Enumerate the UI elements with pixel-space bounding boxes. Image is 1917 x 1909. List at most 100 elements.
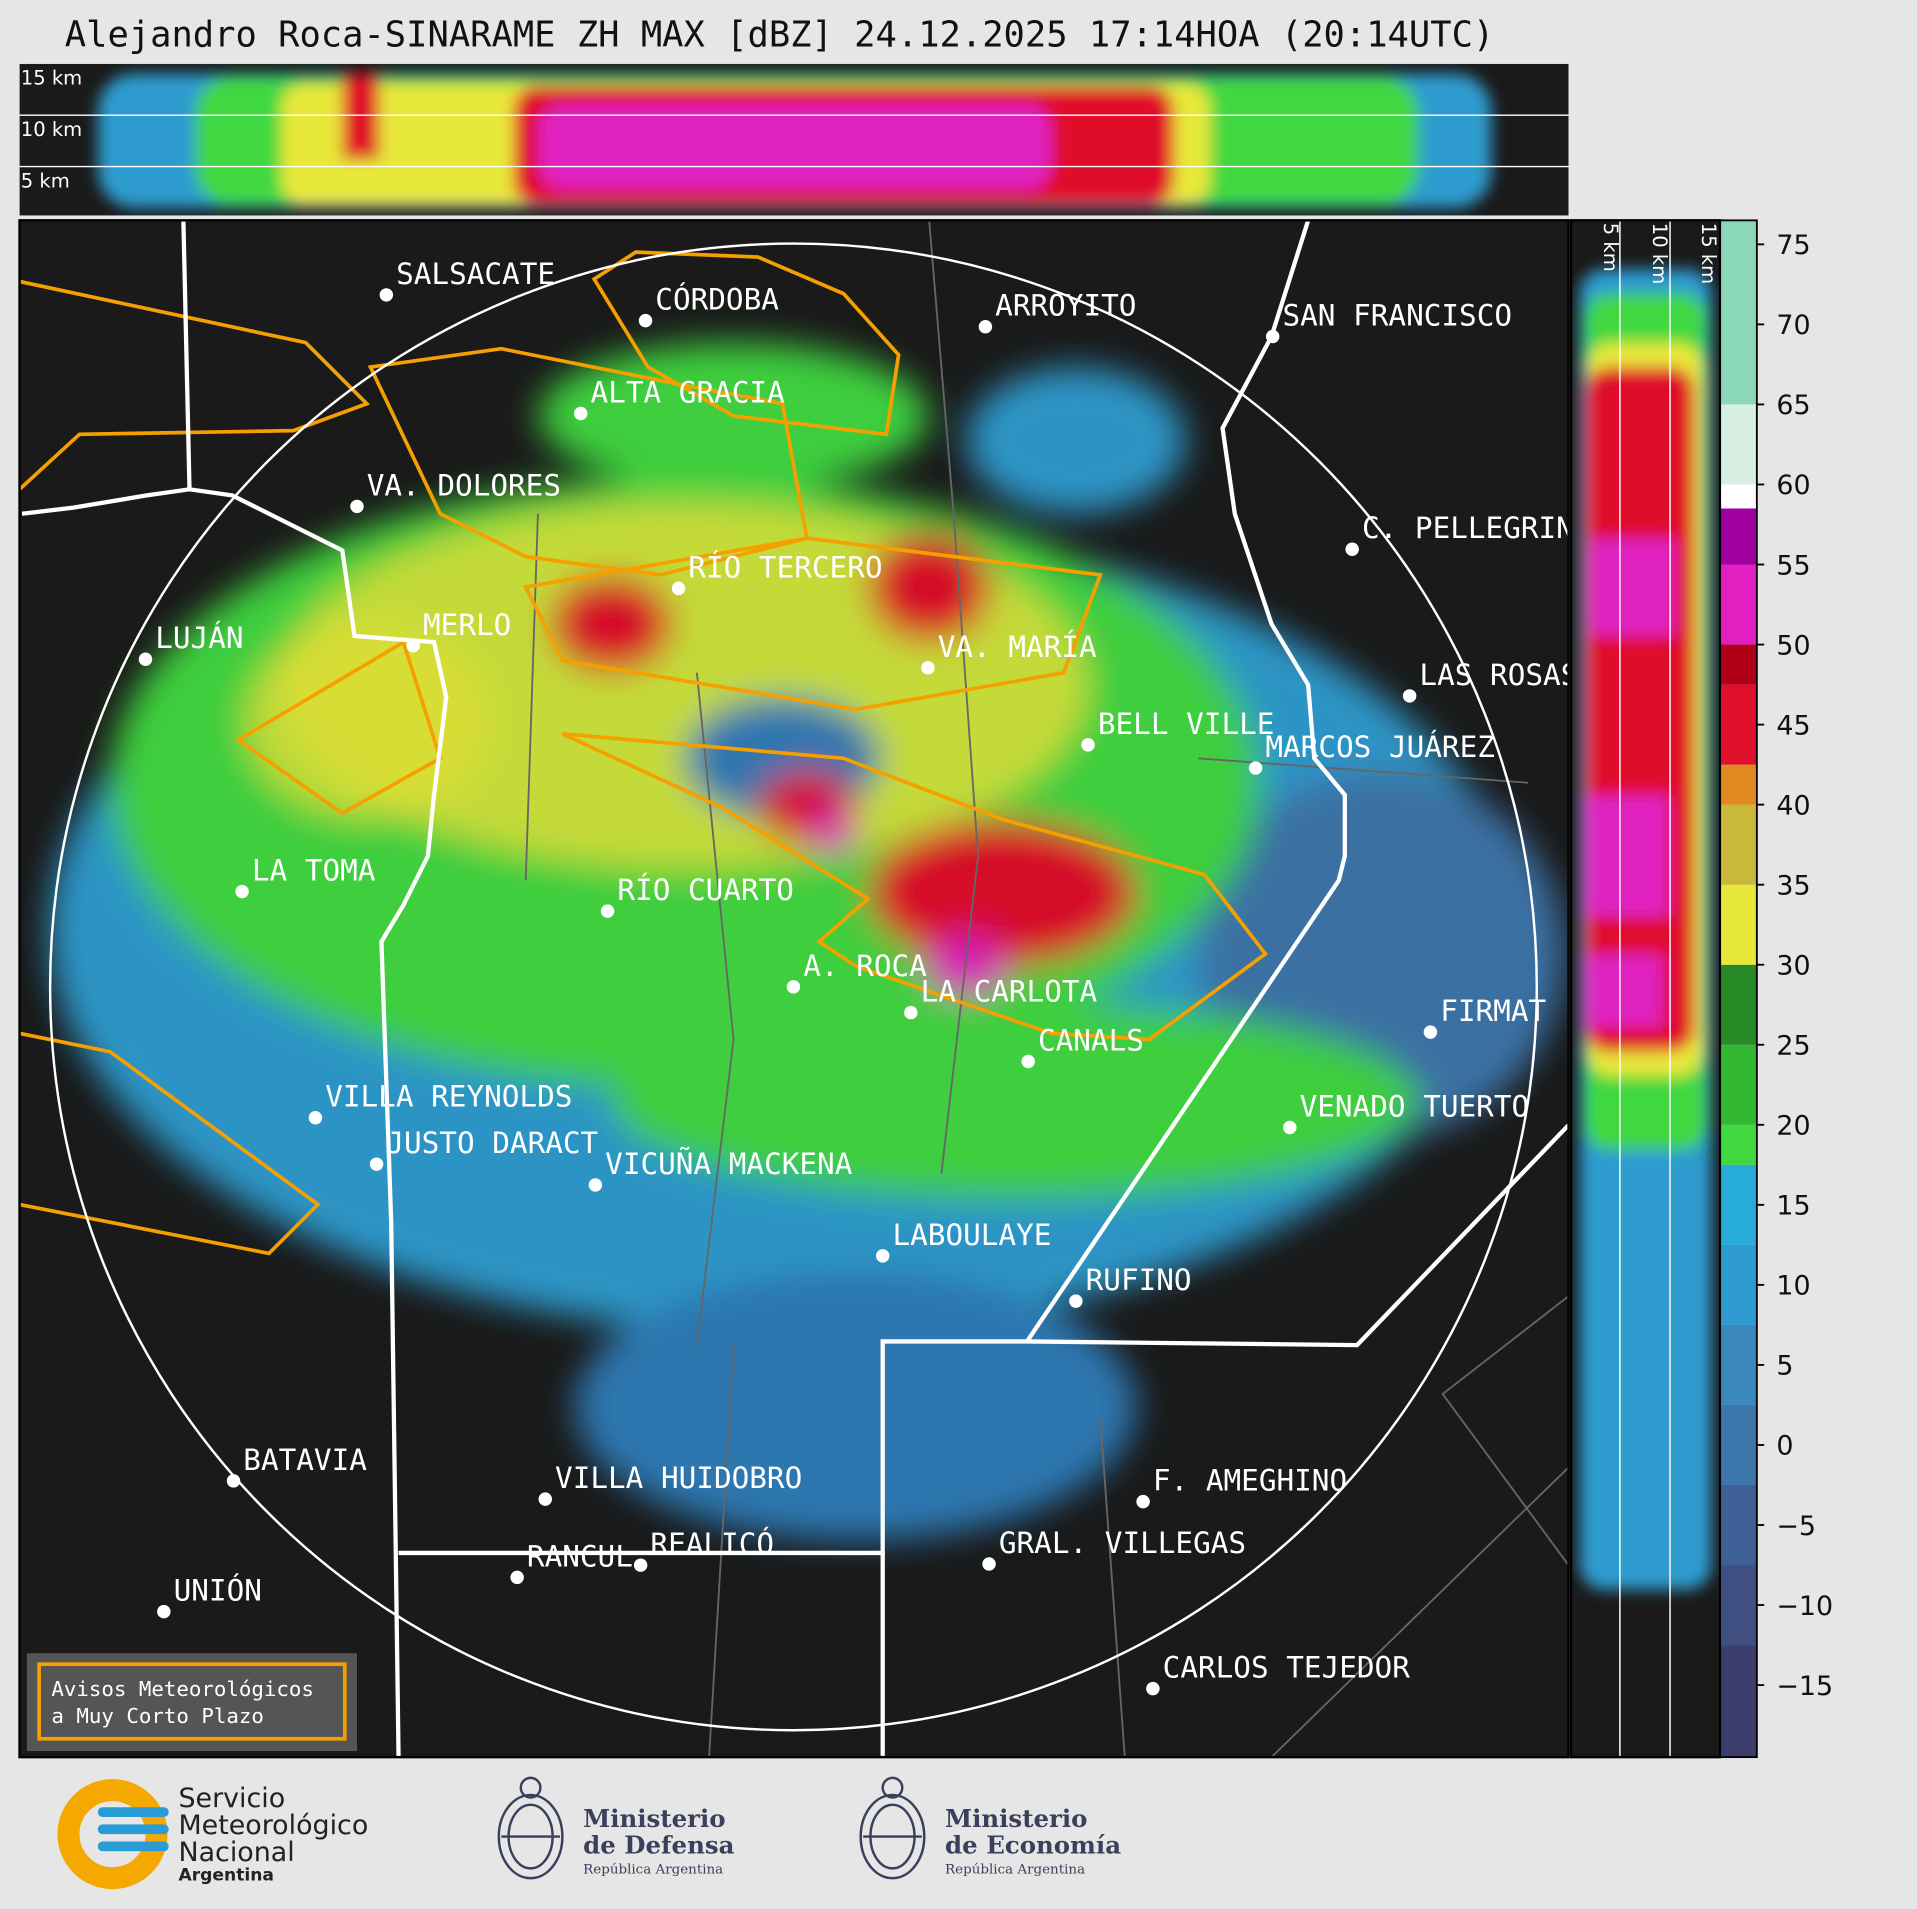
city-dot xyxy=(350,499,364,514)
colorbar-tick-label: −10 xyxy=(1776,1591,1833,1622)
colorbar-tick-label: 10 xyxy=(1776,1271,1810,1302)
city-label: RUFINO xyxy=(1086,1263,1192,1297)
city-dot xyxy=(921,661,935,675)
city-dot xyxy=(1345,542,1359,556)
city-label: A. ROCA xyxy=(803,949,927,983)
city-label: F. AMEGHINO xyxy=(1153,1464,1347,1498)
colorbar-tick-label: 60 xyxy=(1776,470,1810,501)
city-dot xyxy=(588,1178,603,1192)
city-dot xyxy=(600,904,615,918)
city-dot xyxy=(1423,1025,1438,1039)
color-band xyxy=(1720,508,1757,565)
colorbar-tick-label: 40 xyxy=(1776,790,1810,821)
color-band xyxy=(1720,564,1757,645)
logo-text: República Argentina xyxy=(945,1862,1085,1877)
color-band xyxy=(1720,1044,1757,1125)
logo-text: Argentina xyxy=(178,1866,273,1886)
city-label: LUJÁN xyxy=(155,620,243,655)
city-label: LABOULAYE xyxy=(892,1218,1051,1252)
city-label: REALICÓ xyxy=(650,1525,774,1561)
height-label: 15 km xyxy=(21,67,82,90)
city-dot xyxy=(1069,1294,1083,1308)
city-label: LA CARLOTA xyxy=(921,975,1098,1009)
title: Alejandro Roca-SINARAME ZH MAX [dBZ] 24.… xyxy=(65,15,1494,56)
city-label: LA TOMA xyxy=(252,854,376,888)
color-band xyxy=(1720,220,1757,405)
city-dot xyxy=(875,1249,890,1263)
smn-logo xyxy=(57,1779,169,1890)
color-band xyxy=(1720,884,1757,965)
footer: Servicio Meteorológico Nacional Argentin… xyxy=(57,1776,1121,1890)
legend: Avisos Meteorológicos a Muy Corto Plazo xyxy=(26,1653,357,1752)
city-dot xyxy=(1283,1120,1297,1135)
city-label: UNIÓN xyxy=(174,1572,262,1608)
color-band xyxy=(1720,644,1757,685)
height-label: 5 km xyxy=(1599,223,1622,272)
city-label: LAS ROSAS xyxy=(1419,658,1578,692)
city-label: FIRMAT xyxy=(1440,994,1546,1028)
city-dot xyxy=(1146,1681,1160,1696)
city-label: CANALS xyxy=(1038,1023,1144,1057)
city-dot xyxy=(1265,329,1280,344)
city-dot xyxy=(138,652,153,666)
colorbar-tick-label: 5 xyxy=(1776,1351,1793,1382)
color-band xyxy=(1720,684,1757,765)
city-dot xyxy=(157,1604,171,1619)
city-dot xyxy=(1021,1054,1035,1069)
colorbar-tick-label: 55 xyxy=(1776,550,1810,581)
color-band xyxy=(1720,1244,1757,1325)
city-label: JUSTO DARACT xyxy=(386,1126,598,1160)
city-dot xyxy=(638,313,653,328)
city-dot xyxy=(1081,738,1095,752)
city-label: CÓRDOBA xyxy=(655,281,779,317)
city-dot xyxy=(982,1557,996,1571)
city-label: RÍO CUARTO xyxy=(617,872,794,907)
height-label: 15 km xyxy=(1697,223,1720,284)
color-band xyxy=(1720,1164,1757,1245)
logo-text: Nacional xyxy=(178,1837,294,1868)
logo-text: Ministerio xyxy=(583,1804,725,1833)
city-dot xyxy=(978,319,993,334)
colorbar-tick-label: 20 xyxy=(1776,1111,1810,1142)
colorbar-tick-label: −15 xyxy=(1776,1671,1833,1702)
colorbar-tick-label: 25 xyxy=(1776,1031,1810,1062)
height-label: 5 km xyxy=(21,169,70,192)
colorbar-tick-label: 50 xyxy=(1776,630,1810,661)
city-dot xyxy=(671,581,686,596)
city-dot xyxy=(235,884,249,899)
city-label: RÍO TERCERO xyxy=(688,549,882,584)
city-dot xyxy=(633,1558,648,1572)
city-dot xyxy=(406,639,420,653)
height-label: 10 km xyxy=(1648,223,1671,284)
city-dot xyxy=(226,1474,241,1488)
legend-text: a Muy Corto Plazo xyxy=(51,1704,264,1728)
logo-text: República Argentina xyxy=(583,1862,723,1877)
city-label: VENADO TUERTO xyxy=(1300,1089,1530,1123)
colorbar-frame xyxy=(1719,219,1758,1759)
colorbar-tick-label: 15 xyxy=(1776,1191,1810,1222)
color-band xyxy=(1720,1645,1757,1758)
city-label: BATAVIA xyxy=(243,1443,367,1477)
city-label: C. PELLEGRINI xyxy=(1362,511,1592,545)
color-band xyxy=(1720,764,1757,805)
city-dot xyxy=(369,1157,384,1171)
escudo xyxy=(497,1776,564,1880)
color-band xyxy=(1720,1404,1757,1485)
city-label: VICUÑA MACKENA xyxy=(605,1146,853,1181)
colorbar-tick-label: 65 xyxy=(1776,390,1810,421)
logo-text: de Defensa xyxy=(583,1831,734,1860)
top-cross-section xyxy=(19,63,1569,216)
color-band xyxy=(1720,1484,1757,1566)
city-dot xyxy=(538,1492,552,1506)
logo-text: Meteorológico xyxy=(178,1810,368,1841)
city-dot xyxy=(1402,689,1417,703)
colorbar-tick-label: −5 xyxy=(1776,1511,1816,1542)
height-label: 10 km xyxy=(21,118,82,141)
legend-box xyxy=(26,1653,357,1752)
color-band xyxy=(1720,1324,1757,1405)
city-dot xyxy=(379,288,394,302)
city-label: VA. DOLORES xyxy=(367,468,561,502)
city-dot xyxy=(904,1005,918,1020)
